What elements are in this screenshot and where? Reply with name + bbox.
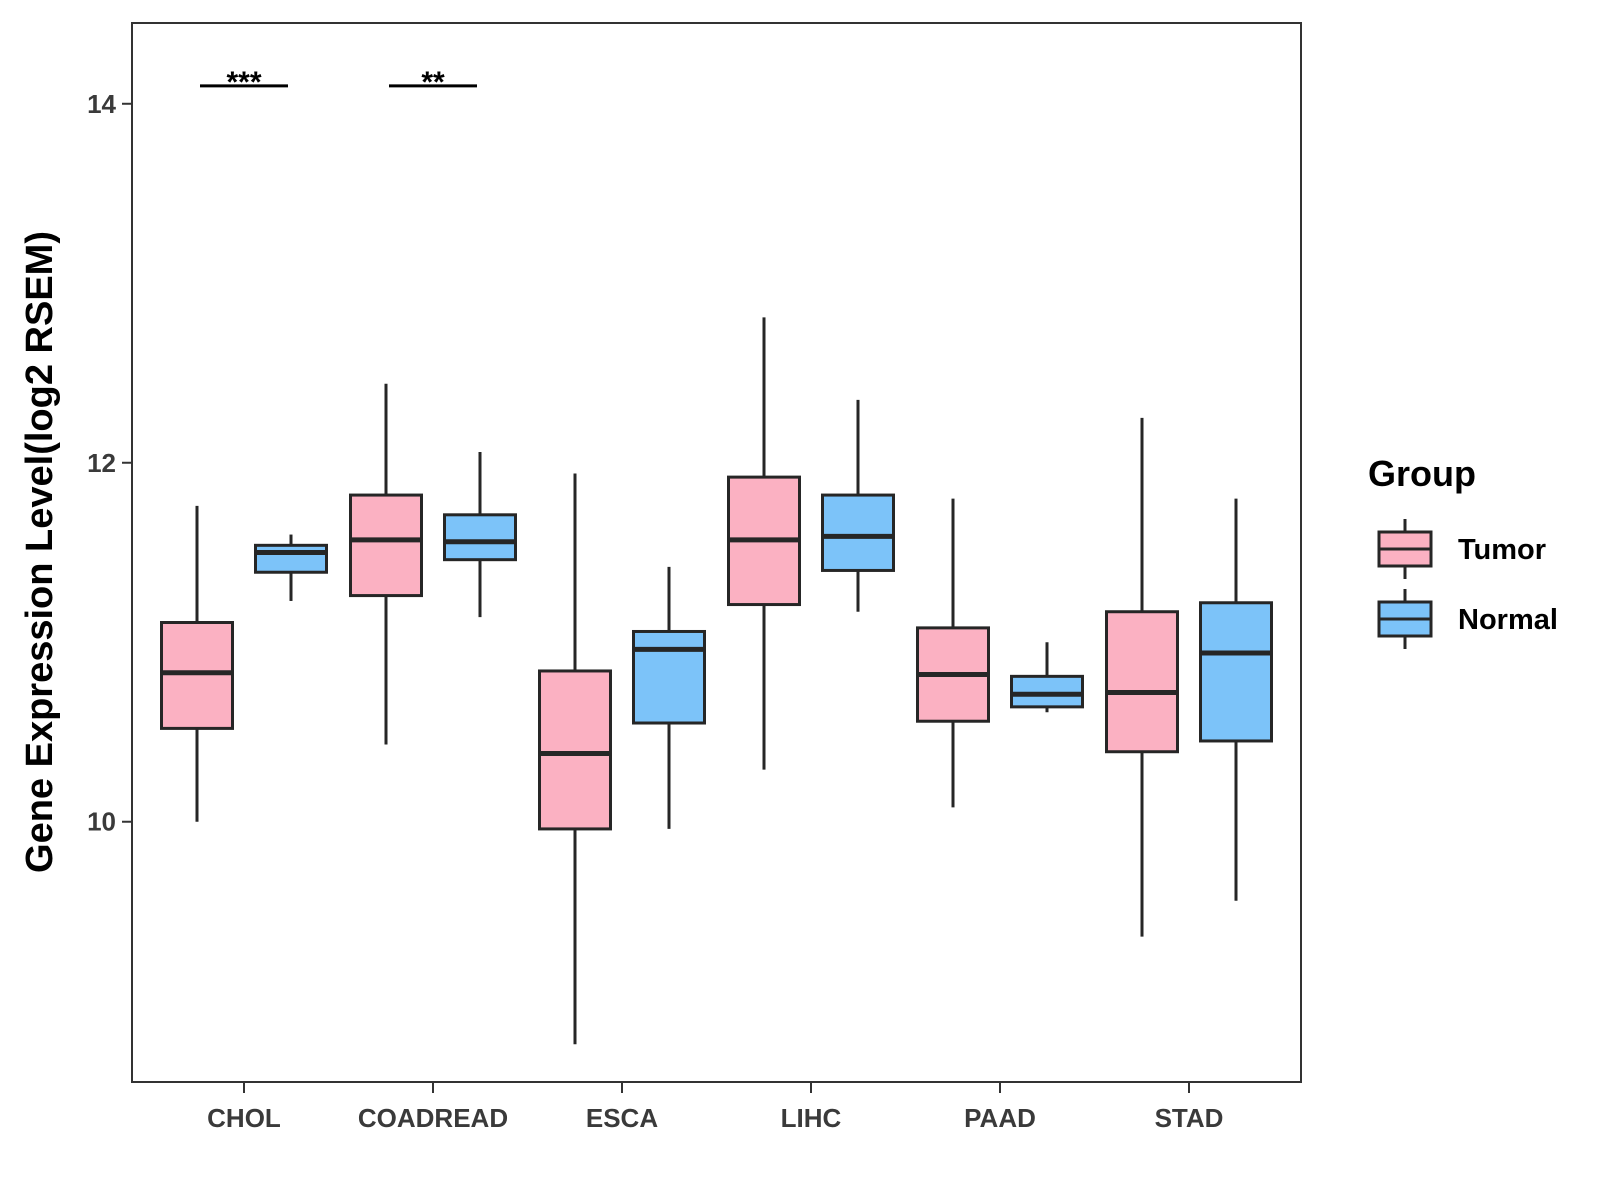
significance-label: **	[421, 66, 445, 99]
box-normal-chol	[254, 534, 328, 601]
box-body	[538, 669, 612, 831]
box-normal-stad	[1199, 498, 1273, 901]
significance-annotations: *** **	[200, 66, 477, 99]
y-axis-title: Gene Expression Level(log2 RSEM)	[19, 231, 61, 873]
x-tick-label: LIHC	[781, 1103, 842, 1133]
x-tick-label: CHOL	[207, 1103, 281, 1133]
y-tick-label: 12	[87, 448, 116, 478]
x-axis: CHOL COADREAD ESCA LIHC PAAD STAD	[207, 1082, 1223, 1133]
legend-label: Normal	[1458, 604, 1558, 636]
box-tumor-esca	[538, 473, 612, 1045]
y-axis: 10 12 14	[87, 89, 132, 837]
box-tumor-lihc	[727, 317, 801, 770]
x-tick-label: ESCA	[586, 1103, 658, 1133]
box-body	[1010, 674, 1084, 709]
significance-label: ***	[226, 66, 261, 99]
legend-entry-tumor: Tumor	[1377, 519, 1546, 579]
box-body	[632, 629, 706, 725]
box-normal-esca	[632, 566, 706, 829]
x-tick-label: STAD	[1155, 1103, 1224, 1133]
box-body	[1199, 601, 1273, 743]
legend-entry-normal: Normal	[1377, 589, 1558, 649]
y-tick-label: 14	[87, 89, 116, 119]
box-tumor-chol	[160, 505, 234, 822]
legend-label: Tumor	[1458, 534, 1546, 566]
box-tumor-coadread	[349, 383, 423, 745]
box-tumor-paad	[916, 498, 990, 808]
box-body	[160, 621, 234, 730]
box-body	[349, 493, 423, 598]
y-tick-label: 10	[87, 807, 116, 837]
legend: Group Tumor Normal	[1368, 453, 1558, 649]
x-tick-label: PAAD	[964, 1103, 1036, 1133]
box-normal-lihc	[821, 399, 895, 612]
legend-title: Group	[1368, 453, 1476, 494]
x-tick-label: COADREAD	[358, 1103, 508, 1133]
box-body	[1105, 610, 1179, 754]
box-normal-paad	[1010, 642, 1084, 713]
box-series	[160, 317, 1273, 1045]
box-body	[443, 513, 517, 562]
box-tumor-stad	[1105, 417, 1179, 937]
box-body	[821, 493, 895, 572]
box-normal-coadread	[443, 451, 517, 618]
box-body	[254, 543, 328, 574]
